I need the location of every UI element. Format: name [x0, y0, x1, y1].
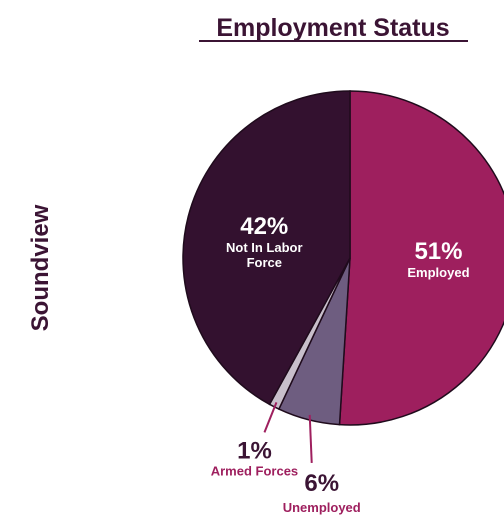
- slice-label-not-in-labor-force-line-1: Not In Labor: [226, 240, 303, 255]
- slice-value-armed-forces: 1%: [237, 437, 272, 464]
- slice-label-not-in-labor-force-line-2: Force: [247, 255, 282, 270]
- chart-title: Employment Status: [216, 14, 449, 42]
- leader-line-armed-forces: [263, 401, 278, 433]
- row-label: Soundview: [27, 204, 54, 331]
- pie-slices: [182, 90, 504, 426]
- pie-slice-not-in-labor-force: [182, 90, 351, 406]
- callout-leaders: [263, 401, 313, 463]
- slice-value-employed: 51%: [414, 238, 462, 265]
- leader-line-unemployed: [308, 414, 313, 463]
- slice-labels: 51%Employed 6% Unemployed 1%Armed Forces 42%…: [211, 213, 470, 515]
- slice-value-unemployed: 6%: [304, 470, 339, 497]
- pie-slice-employed: [338, 90, 504, 426]
- slice-label-unemployed: Unemployed: [283, 500, 361, 515]
- slice-value-not-in-labor-force: 42%: [240, 213, 288, 240]
- slice-label-employed: Employed: [407, 265, 469, 280]
- slice-label-armed-forces: Armed Forces: [211, 463, 298, 478]
